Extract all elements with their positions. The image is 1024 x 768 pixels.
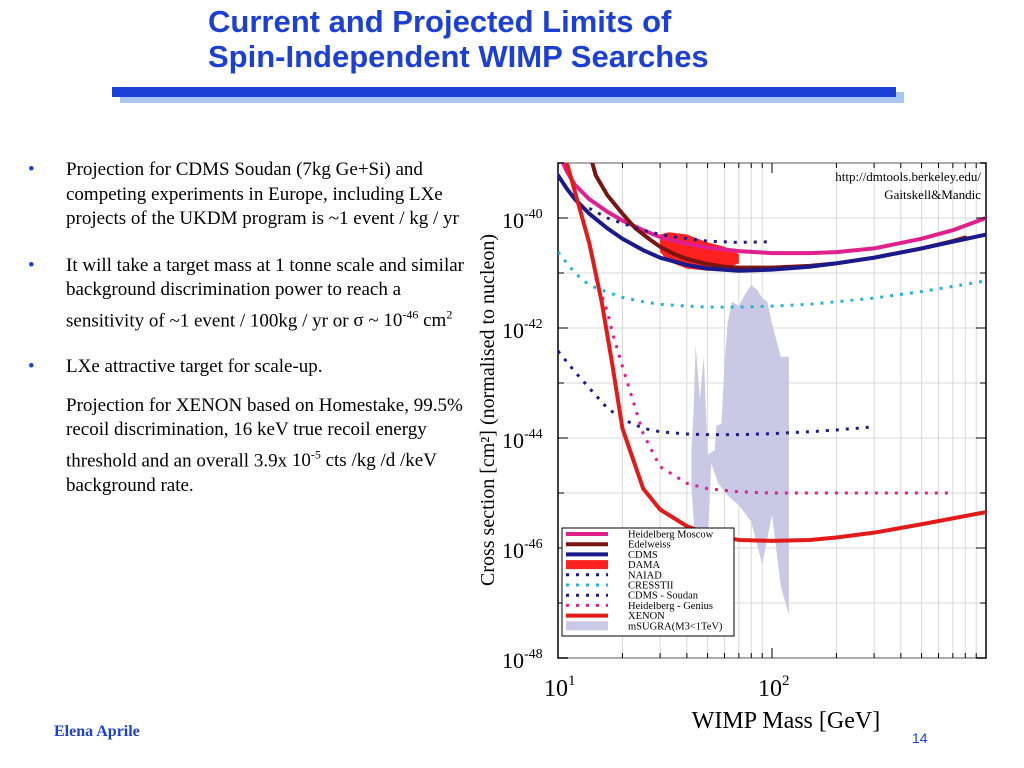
- legend-label-naiad: NAIAD: [628, 570, 662, 581]
- slide-title: Current and Projected Limits of Spin-Ind…: [208, 4, 908, 74]
- bullet-text: Projection for XENON based on Homestake,…: [66, 394, 463, 472]
- series-heidelberg-genius: [594, 277, 953, 495]
- bullet-dot: •: [28, 254, 35, 276]
- region-msugra-m3-1tev: [691, 285, 789, 616]
- page-number: 14: [912, 730, 928, 746]
- y-tick-label: 10-40: [502, 207, 543, 233]
- bullet-text: Projection for CDMS Soudan (7kg Ge+Si) a…: [66, 159, 459, 229]
- x-tick-label: 102: [758, 673, 790, 702]
- x-axis-label: WIMP Mass [GeV]: [692, 708, 880, 734]
- series-heidelberg-moscow: [560, 163, 986, 256]
- bullet-dot: •: [28, 356, 35, 378]
- bullet-list: • Projection for CDMS Soudan (7kg Ge+Si)…: [28, 158, 468, 520]
- legend-label-heidelberg-moscow: Heidelberg Moscow: [628, 530, 714, 541]
- legend-label-xenon: XENON: [628, 611, 665, 622]
- y-tick-label: 10-42: [502, 317, 543, 343]
- bullet-item: • It will take a target mass at 1 tonne …: [28, 254, 468, 334]
- legend-label-cdms-soudan: CDMS - Soudan: [628, 591, 699, 602]
- annotation-url: http://dmtools.berkeley.edu/: [835, 169, 981, 184]
- y-tick-label: 10-48: [502, 647, 543, 673]
- bullet-text: LXe attractive target for scale-up.: [66, 356, 323, 378]
- sigma-expression: σ ~ 10-46 cm2: [353, 307, 453, 331]
- author-name: Elena Aprile: [54, 723, 140, 740]
- series-cdms-soudan: [558, 350, 875, 437]
- bullet-continuation: Projection for XENON based on Homestake,…: [28, 394, 468, 498]
- legend-label-edelweiss: Edelweiss: [628, 540, 671, 551]
- legend-swatch-msugra-m3-1tev: [566, 621, 608, 631]
- legend-label-cdms: CDMS: [628, 550, 658, 561]
- bullet-text: It will take a target mass at 1 tonne sc…: [66, 254, 464, 331]
- legend-label-msugra-m3-1tev: mSUGRA(M3<1TeV): [628, 621, 723, 632]
- y-tick-label: 10-46: [502, 537, 543, 563]
- series-cdms: [558, 173, 986, 273]
- x-tick-label: 101: [544, 673, 576, 702]
- annotation-authors: Gaitskell&Mandic: [884, 187, 981, 202]
- legend-label-heidelberg-genius: Heidelberg - Genius: [628, 601, 713, 612]
- bullet-item: • Projection for CDMS Soudan (7kg Ge+Si)…: [28, 158, 468, 232]
- legend: Heidelberg MoscowEdelweissCDMSDAMANAIADC…: [561, 527, 735, 637]
- bullet-dot: •: [28, 159, 35, 180]
- bullet-item: • LXe attractive target for scale-up.: [28, 355, 468, 380]
- title-underline: [112, 87, 896, 97]
- wimp-limit-chart: 10-40 10-42 10-44 10-46 10-48 101 102 http://d…: [466, 150, 1006, 745]
- legend-label-cresstii: CRESSTII: [628, 581, 674, 592]
- series-xenon: [564, 163, 986, 543]
- rate-expression: 10-5 cts /kg /d /keV background rate.: [66, 447, 437, 496]
- title-underline-shadow: [120, 92, 904, 103]
- y-tick-label: 10-44: [502, 427, 543, 453]
- series-layer: [558, 163, 986, 543]
- legend-swatch-dama: [566, 560, 608, 570]
- title-line-1: Current and Projected Limits of: [208, 4, 672, 39]
- y-axis-label: Cross section [cm²] (normalised to nucle…: [477, 234, 499, 586]
- legend-label-dama: DAMA: [628, 560, 661, 571]
- title-line-2: Spin-Independent WIMP Searches: [208, 39, 709, 74]
